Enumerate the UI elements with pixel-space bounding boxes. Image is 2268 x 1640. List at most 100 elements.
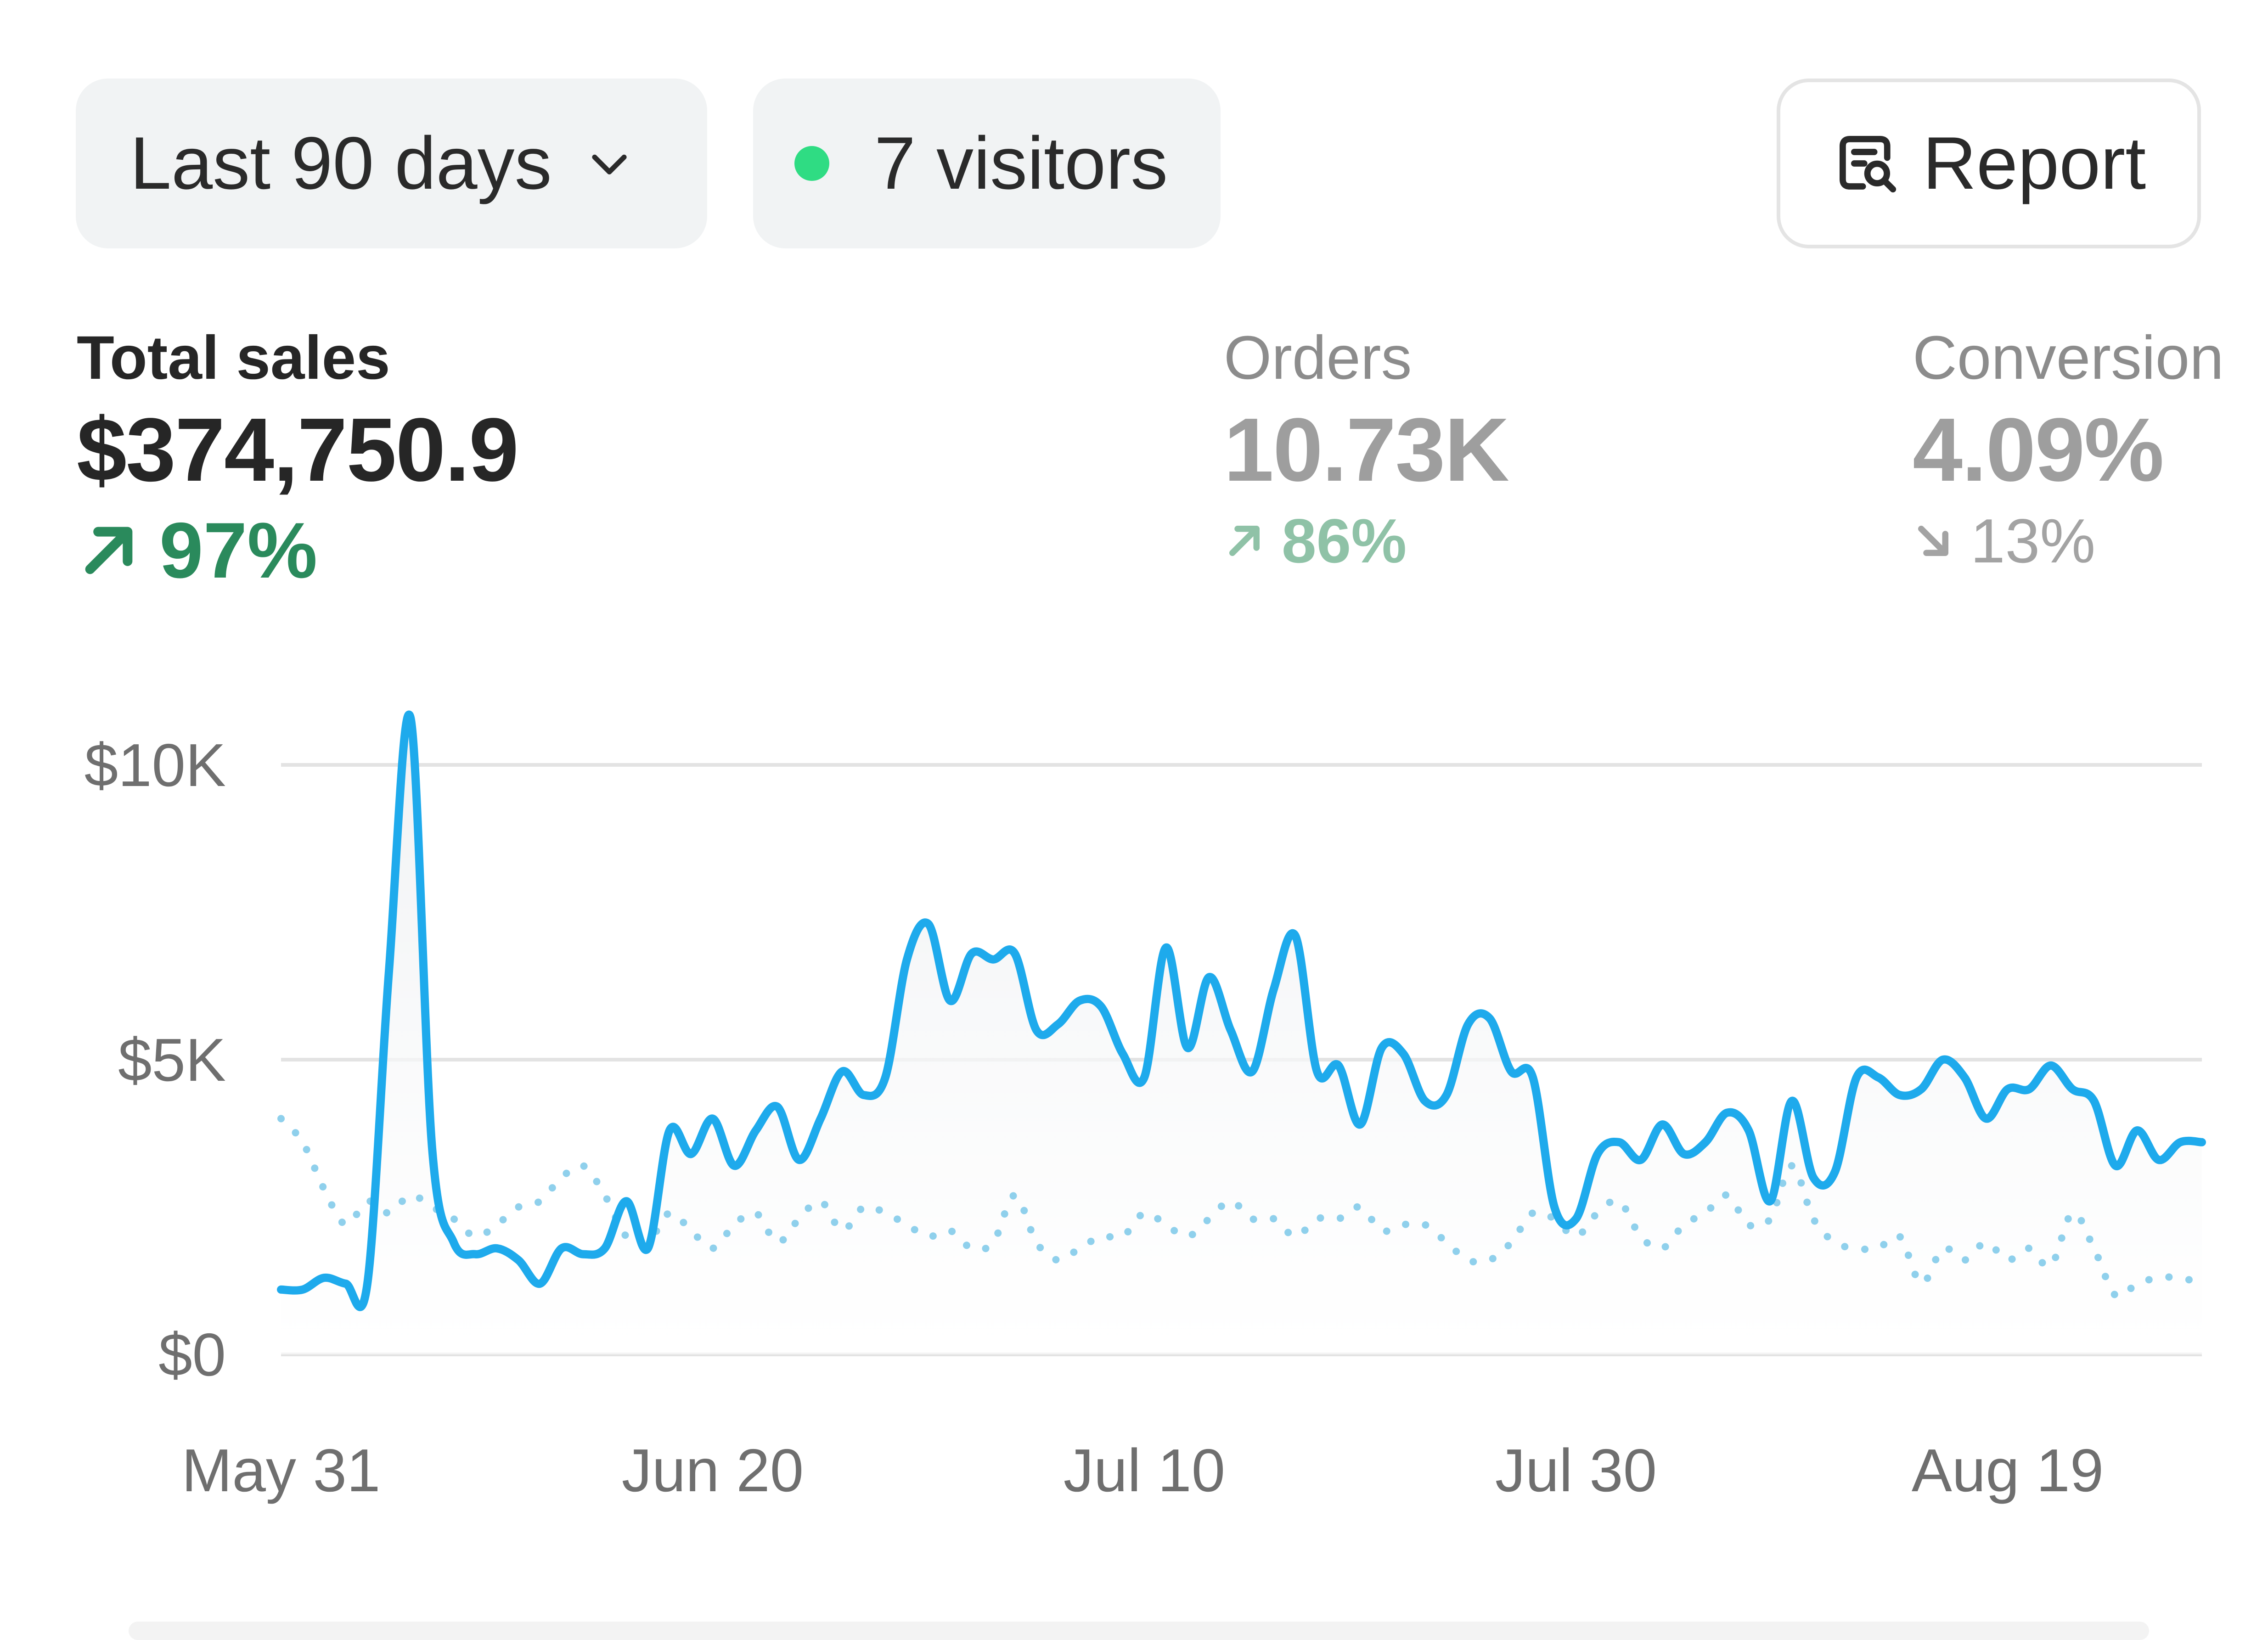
previous-data-point[interactable] [1894,1231,1905,1242]
previous-data-point[interactable] [1031,1237,1042,1248]
current-data-point[interactable] [2175,1137,2186,1148]
current-data-point[interactable] [1873,1072,1884,1083]
current-data-point[interactable] [1570,1213,1581,1224]
previous-data-point[interactable] [319,1184,330,1195]
total-sales-metric[interactable]: Total sales $374,750.9 97% [77,321,519,596]
previous-data-point[interactable] [1419,1219,1430,1230]
current-data-point[interactable] [491,1243,502,1254]
previous-data-point[interactable] [448,1213,459,1224]
current-data-point[interactable] [1743,1125,1754,1136]
previous-data-point[interactable] [1678,1219,1689,1230]
current-data-point[interactable] [1700,1137,1711,1148]
current-data-point[interactable] [966,948,977,959]
current-data-point[interactable] [2045,1060,2056,1071]
orders-metric[interactable]: Orders 10.73K 86% [1224,321,1509,577]
previous-data-point[interactable] [362,1196,373,1207]
current-data-point[interactable] [383,966,394,977]
previous-data-point[interactable] [297,1137,308,1148]
conversion-metric[interactable]: Conversion 4.09% 13% [1913,321,2224,577]
current-data-point[interactable] [2024,1084,2035,1095]
current-data-point[interactable] [2067,1084,2078,1095]
current-data-point[interactable] [319,1272,330,1283]
current-data-point[interactable] [599,1243,610,1254]
current-data-point[interactable] [1052,1019,1064,1030]
previous-data-point[interactable] [405,1190,416,1201]
date-range-selector[interactable]: Last 90 days [76,79,707,248]
previous-data-point[interactable] [729,1219,740,1230]
previous-data-point[interactable] [1765,1213,1776,1224]
current-data-point[interactable] [1592,1148,1603,1159]
previous-data-point[interactable] [1700,1208,1711,1219]
current-data-point[interactable] [901,954,912,965]
current-data-point[interactable] [1678,1148,1689,1159]
current-data-point[interactable] [1247,1066,1258,1077]
previous-data-point[interactable] [1570,1231,1581,1242]
previous-data-point[interactable] [1290,1231,1301,1242]
current-data-point[interactable] [1635,1154,1646,1165]
current-data-point[interactable] [1506,1066,1517,1077]
current-data-point[interactable] [837,1066,848,1077]
current-data-point[interactable] [1376,1042,1387,1053]
current-data-point[interactable] [1463,1019,1474,1030]
current-data-point[interactable] [1894,1090,1905,1101]
previous-data-point[interactable] [2067,1208,2078,1219]
previous-data-point[interactable] [1463,1255,1474,1266]
previous-data-point[interactable] [880,1208,891,1219]
previous-data-point[interactable] [1398,1219,1409,1230]
previous-data-point[interactable] [1635,1231,1646,1242]
current-data-point[interactable] [1117,1048,1128,1059]
current-data-point[interactable] [1441,1090,1452,1101]
previous-data-point[interactable] [2045,1260,2056,1271]
previous-data-point[interactable] [1484,1255,1495,1266]
current-data-point[interactable] [880,1072,891,1083]
current-data-point[interactable] [1419,1095,1430,1106]
current-data-point[interactable] [1268,983,1279,994]
current-data-point[interactable] [1204,972,1215,983]
current-data-point[interactable] [556,1243,567,1254]
previous-data-point[interactable] [988,1237,999,1248]
previous-data-point[interactable] [2175,1272,2186,1283]
current-data-point[interactable] [535,1278,546,1289]
previous-data-point[interactable] [686,1225,697,1236]
current-data-point[interactable] [1355,1119,1366,1130]
previous-data-point[interactable] [578,1160,589,1171]
previous-data-point[interactable] [1096,1231,1107,1242]
previous-data-point[interactable] [1160,1219,1171,1230]
previous-data-point[interactable] [383,1208,394,1219]
previous-data-point[interactable] [1441,1237,1452,1248]
previous-data-point[interactable] [1722,1190,1733,1201]
current-data-point[interactable] [729,1160,740,1171]
current-data-point[interactable] [1614,1137,1625,1148]
previous-data-point[interactable] [1959,1255,1970,1266]
current-data-point[interactable] [448,1237,459,1248]
previous-data-point[interactable] [837,1225,848,1236]
current-data-point[interactable] [1225,1025,1236,1036]
previous-data-point[interactable] [2196,1278,2207,1289]
previous-data-point[interactable] [794,1213,805,1224]
previous-data-point[interactable] [1247,1213,1258,1224]
previous-data-point[interactable] [2110,1290,2121,1301]
previous-data-point[interactable] [945,1225,956,1236]
current-data-point[interactable] [707,1113,718,1124]
previous-data-point[interactable] [556,1172,567,1183]
previous-data-point[interactable] [599,1190,610,1201]
previous-data-point[interactable] [1355,1202,1366,1213]
previous-data-point[interactable] [1333,1213,1344,1224]
current-data-point[interactable] [1484,1013,1495,1024]
current-data-point[interactable] [1657,1119,1668,1130]
current-data-point[interactable] [1786,1095,1797,1106]
previous-data-point[interactable] [1937,1243,1948,1254]
current-data-point[interactable] [578,1249,589,1260]
previous-data-point[interactable] [1592,1208,1603,1219]
current-data-point[interactable] [470,1249,481,1260]
previous-data-point[interactable] [535,1196,546,1207]
current-data-point[interactable] [664,1125,675,1136]
current-data-point[interactable] [276,1284,287,1295]
previous-data-point[interactable] [1268,1213,1279,1224]
current-data-point[interactable] [1808,1172,1819,1183]
current-data-point[interactable] [405,712,416,723]
previous-data-point[interactable] [901,1219,912,1230]
previous-data-point[interactable] [1182,1231,1193,1242]
current-data-point[interactable] [362,1278,373,1289]
current-data-point[interactable] [2002,1084,2013,1095]
